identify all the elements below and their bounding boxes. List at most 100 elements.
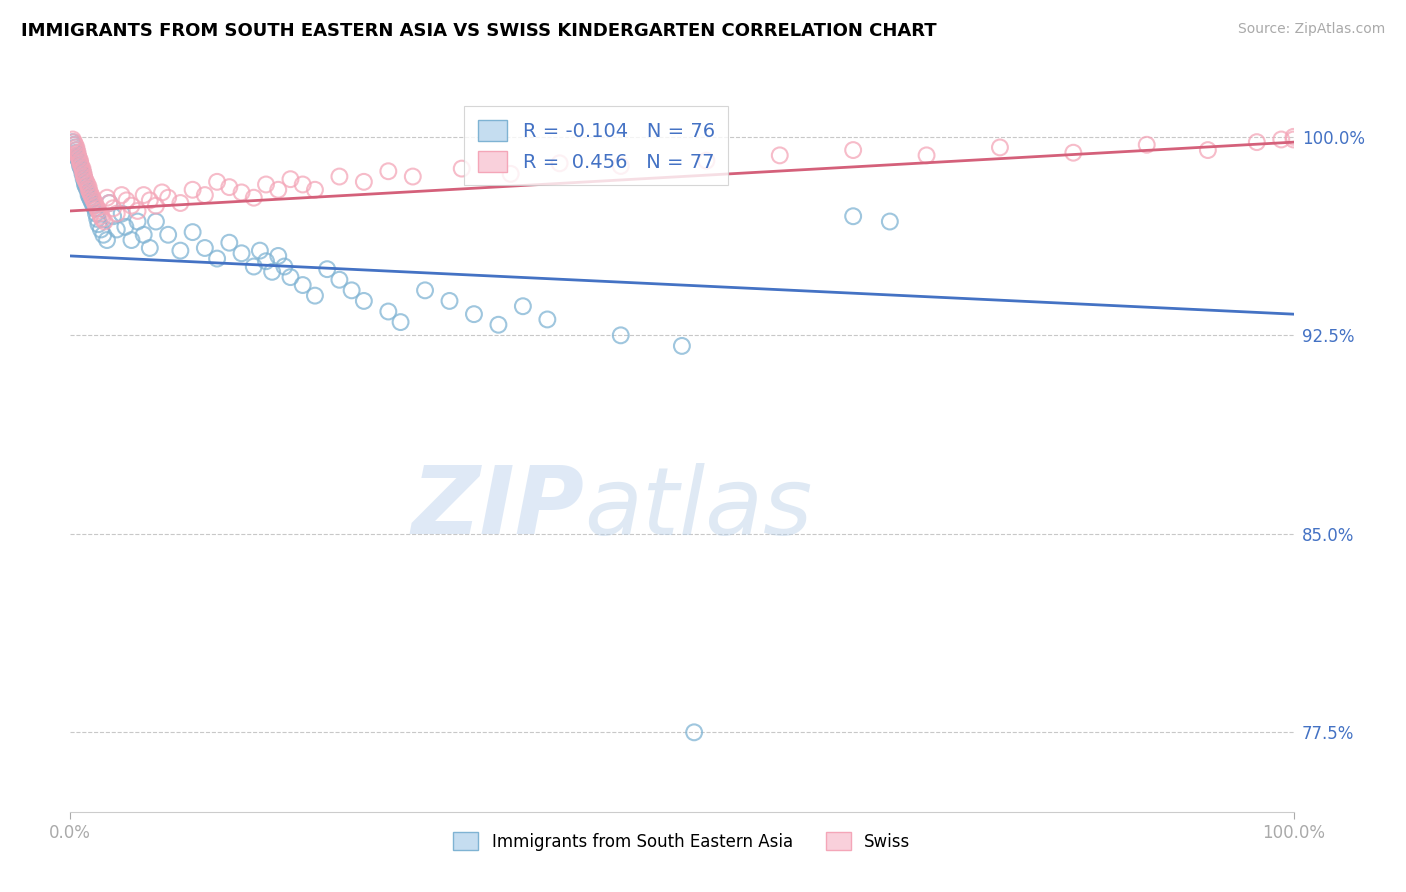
Text: Source: ZipAtlas.com: Source: ZipAtlas.com <box>1237 22 1385 37</box>
Point <box>683 725 706 739</box>
Point <box>76 183 98 197</box>
Point <box>291 178 314 192</box>
Point <box>83 202 105 216</box>
Point <box>194 188 217 202</box>
Point <box>82 196 104 211</box>
Point <box>62 132 84 146</box>
Point <box>67 151 90 165</box>
Point <box>75 175 97 189</box>
Point <box>243 191 266 205</box>
Point <box>304 183 326 197</box>
Point <box>77 188 100 202</box>
Point <box>377 304 399 318</box>
Point <box>132 227 155 242</box>
Point <box>115 194 138 208</box>
Point <box>63 140 86 154</box>
Point <box>65 143 87 157</box>
Point <box>139 241 162 255</box>
Point <box>842 143 865 157</box>
Text: IMMIGRANTS FROM SOUTH EASTERN ASIA VS SWISS KINDERGARTEN CORRELATION CHART: IMMIGRANTS FROM SOUTH EASTERN ASIA VS SW… <box>21 22 936 40</box>
Point <box>1282 129 1305 144</box>
Point <box>280 270 302 285</box>
Point <box>218 235 240 250</box>
Point <box>671 339 693 353</box>
Point <box>328 169 350 184</box>
Point <box>76 178 98 192</box>
Point <box>328 273 350 287</box>
Point <box>101 209 124 223</box>
Point <box>69 156 91 170</box>
Point <box>169 244 191 258</box>
Point <box>62 135 84 149</box>
Point <box>254 178 277 192</box>
Point <box>96 191 118 205</box>
Point <box>205 252 228 266</box>
Point <box>79 186 101 200</box>
Point <box>231 186 253 200</box>
Point <box>83 194 105 208</box>
Point <box>73 167 96 181</box>
Point <box>70 159 93 173</box>
Point <box>69 159 91 173</box>
Point <box>157 191 180 205</box>
Point <box>98 196 121 211</box>
Point <box>377 164 399 178</box>
Point <box>218 180 240 194</box>
Point <box>63 135 86 149</box>
Point <box>132 188 155 202</box>
Point <box>65 140 87 154</box>
Point <box>98 196 121 211</box>
Point <box>340 283 363 297</box>
Point <box>96 233 118 247</box>
Point <box>77 183 100 197</box>
Point <box>77 180 100 194</box>
Point <box>169 196 191 211</box>
Point <box>84 199 107 213</box>
Point <box>63 137 86 152</box>
Point <box>181 183 204 197</box>
Point <box>80 188 103 202</box>
Point <box>105 222 128 236</box>
Point <box>205 175 228 189</box>
Point <box>66 148 89 162</box>
Point <box>65 145 87 160</box>
Point <box>842 209 865 223</box>
Point <box>499 167 522 181</box>
Point <box>304 288 326 302</box>
Point <box>114 219 136 234</box>
Point <box>879 214 901 228</box>
Point <box>181 225 204 239</box>
Point <box>87 217 110 231</box>
Point <box>63 137 86 152</box>
Point <box>267 183 290 197</box>
Point <box>316 262 339 277</box>
Point <box>488 318 510 332</box>
Point <box>73 172 96 186</box>
Point <box>69 153 91 168</box>
Point <box>1246 135 1268 149</box>
Point <box>127 214 149 228</box>
Point <box>73 175 96 189</box>
Point <box>1197 143 1219 157</box>
Point <box>402 169 425 184</box>
Point <box>291 278 314 293</box>
Point <box>65 143 87 157</box>
Point <box>280 172 302 186</box>
Point <box>87 203 110 218</box>
Point <box>254 254 277 268</box>
Point <box>90 222 112 236</box>
Point <box>66 151 89 165</box>
Point <box>89 206 111 220</box>
Point <box>450 161 472 176</box>
Point <box>83 199 105 213</box>
Point <box>610 159 633 173</box>
Point <box>231 246 253 260</box>
Point <box>1282 132 1305 146</box>
Point <box>413 283 436 297</box>
Point <box>353 175 375 189</box>
Point <box>194 241 217 255</box>
Point <box>73 169 96 184</box>
Point <box>86 211 108 226</box>
Point <box>262 265 284 279</box>
Point <box>66 145 89 160</box>
